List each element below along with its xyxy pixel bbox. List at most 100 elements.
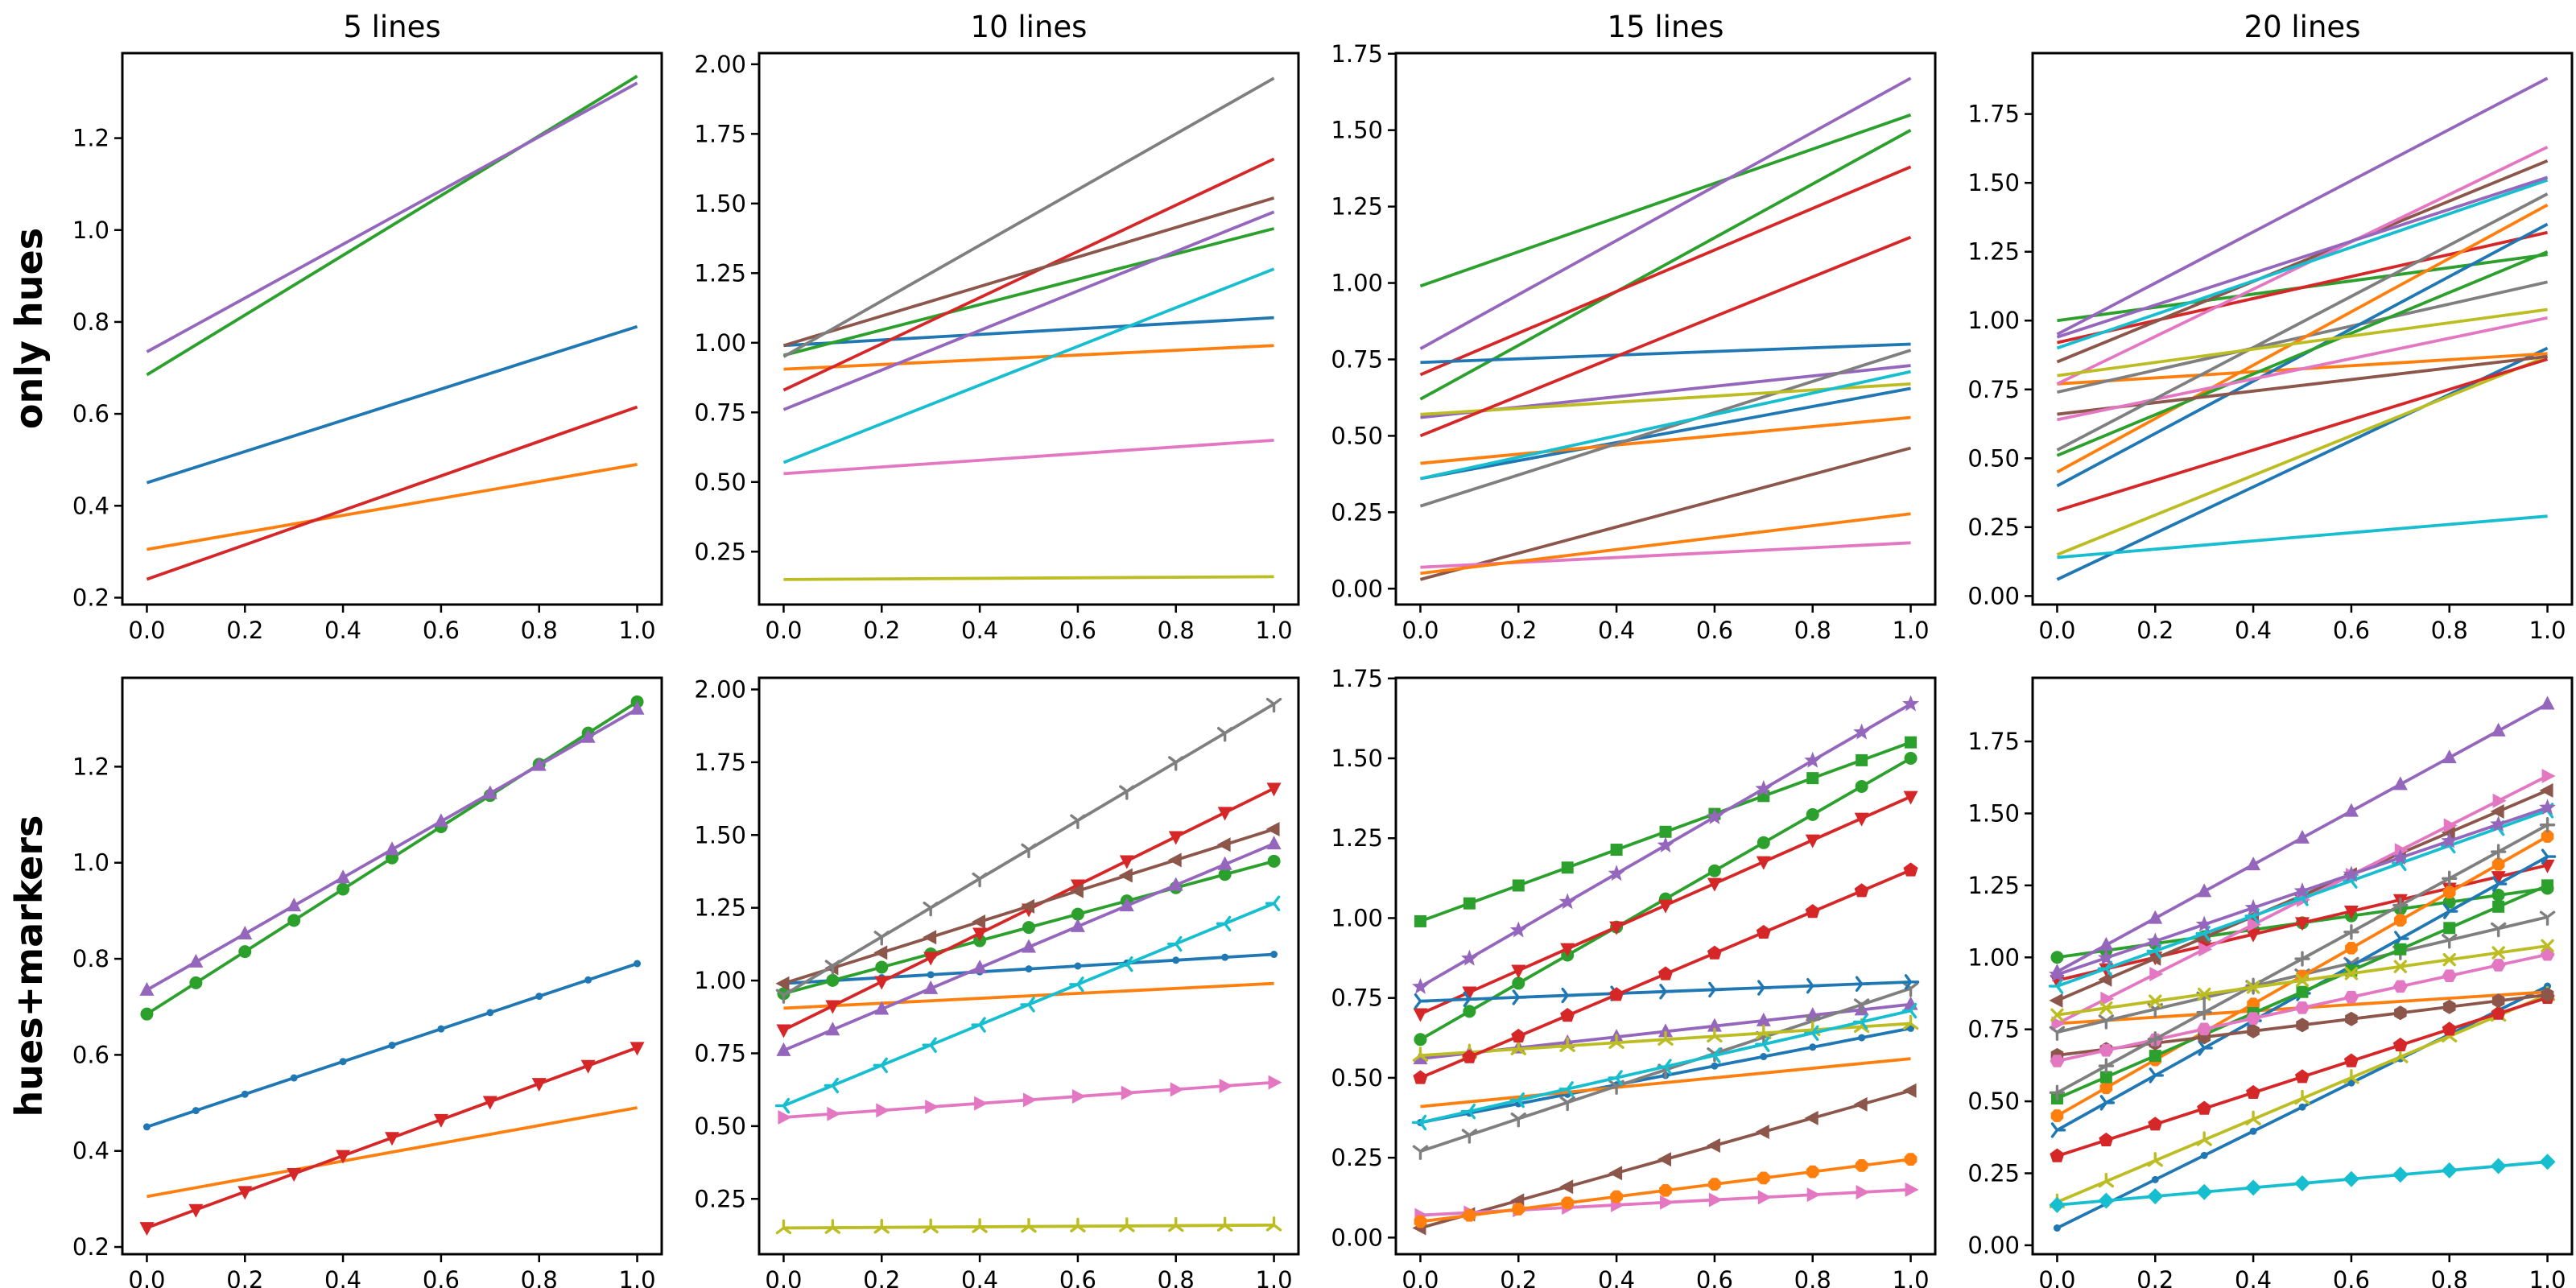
y-tick-label: 0.50	[1967, 1088, 2020, 1115]
x-tick-label: 0.6	[1059, 1266, 1096, 1288]
series-line	[1419, 235, 1912, 438]
x-tick-label: 0.6	[2333, 617, 2370, 644]
subplot-r1c3: 0.0 0.2 0.4 0.6 0.8 1.0 0.00 0.25 0.50 0.75 1.00 1.…	[1967, 676, 2574, 1288]
y-tick-label: 0.4	[72, 492, 109, 519]
series-red-triangle_down	[139, 1042, 645, 1236]
y-tick-label: 1.75	[694, 120, 746, 147]
x-tick-label: 1.0	[1892, 617, 1929, 644]
col-title-10-lines: 10 lines	[970, 10, 1088, 44]
series-cyan-tri_left	[2056, 178, 2549, 350]
series-green-circle	[777, 854, 1281, 1001]
x-tick-label: 0.0	[765, 617, 802, 644]
series-purple-star	[1419, 76, 1912, 350]
series-blue-tri_right	[1414, 974, 1920, 1009]
series-brown-triangle_left	[782, 196, 1275, 348]
series-line	[2056, 192, 2549, 452]
series-green-circle	[140, 695, 644, 1021]
y-tick-label: 2.00	[694, 675, 746, 703]
x-tick-label: 0.8	[1158, 1266, 1195, 1288]
x-tick-label: 0.0	[1402, 1266, 1439, 1288]
series-green-circle	[146, 74, 638, 377]
y-tick-label: 1.0	[72, 849, 109, 877]
y-tick-label: 0.4	[72, 1137, 109, 1165]
x-tick-label: 1.0	[618, 617, 655, 644]
x-tick-label: 0.4	[2235, 1266, 2272, 1288]
y-tick-label: 1.25	[1331, 824, 1383, 852]
series-line	[1419, 349, 1912, 508]
series-line	[2056, 250, 2549, 457]
series-line	[783, 316, 1274, 348]
y-tick-label: 1.25	[1967, 872, 2020, 899]
y-tick-label: 0.2	[72, 584, 109, 611]
y-tick-label: 0.6	[72, 400, 109, 427]
col-title-20-lines: 20 lines	[2244, 10, 2361, 44]
y-tick-label: 0.75	[1331, 985, 1383, 1012]
subplot-r1c2: 0.0 0.2 0.4 0.6 0.8 1.0 0.00 0.25 0.50 0.75 1.00 1.…	[1331, 665, 1937, 1288]
series-line	[2057, 316, 2548, 422]
x-tick-label: 0.2	[226, 1266, 263, 1288]
series-line	[783, 438, 1274, 476]
series-red-pentagon	[1419, 235, 1912, 438]
series-line	[2056, 203, 2549, 474]
series-olive-x	[2057, 308, 2548, 378]
series-green-circle	[782, 227, 1275, 357]
y-tick-label: 1.00	[1967, 943, 2020, 971]
y-tick-label: 0.25	[694, 1185, 746, 1212]
series-line	[1420, 512, 1911, 576]
axes-box	[2031, 676, 2574, 1256]
y-tick-label: 1.00	[694, 329, 746, 357]
y-tick-label: 1.00	[1967, 307, 2020, 334]
x-tick-label: 0.6	[1696, 617, 1733, 644]
series-line	[2056, 346, 2549, 581]
y-tick-label: 0.50	[694, 1113, 746, 1140]
series-olive-tri_up	[783, 575, 1274, 581]
series-blue-point	[142, 960, 642, 1131]
col-title-15-lines: 15 lines	[1607, 10, 1724, 44]
series-line	[2057, 514, 2548, 559]
x-tick-label: 0.2	[226, 617, 263, 644]
series-line	[782, 210, 1275, 411]
y-tick-label: 1.50	[694, 821, 746, 848]
series-red-triangle_down	[1419, 165, 1912, 377]
series-line	[1420, 415, 1911, 465]
series-cyan-tri_left	[782, 267, 1275, 464]
series-cyan-tri_left	[774, 895, 1281, 1114]
series-gray-tri_down	[1412, 982, 1919, 1160]
y-tick-label: 0.50	[1331, 1064, 1383, 1092]
col-title-5-lines: 5 lines	[343, 10, 441, 44]
subplot-r1c0: 0.0 0.2 0.4 0.6 0.8 1.0 0.2 0.4 0.6 0.8 1.0 1.2	[72, 676, 663, 1288]
series-line	[783, 981, 1274, 1010]
x-tick-label: 0.0	[1402, 617, 1439, 644]
axes-box	[1394, 52, 1937, 606]
series-blue-point	[1420, 386, 1911, 481]
x-tick-label: 0.0	[2038, 617, 2075, 644]
y-tick-label: 0.00	[1331, 1224, 1383, 1251]
series-green-square	[2050, 879, 2554, 1105]
series-purple-star	[2048, 799, 2557, 982]
series-line	[2056, 357, 2549, 513]
series-line	[2056, 159, 2549, 364]
row-label-hues-markers: hues+markers	[7, 815, 51, 1117]
x-tick-label: 0.2	[863, 617, 900, 644]
y-tick-label: 0.50	[1331, 422, 1383, 449]
y-tick-label: 1.0	[72, 217, 109, 244]
axes-box	[1394, 676, 1937, 1256]
x-tick-label: 0.6	[2333, 1266, 2370, 1288]
series-olive-tri_up	[2056, 354, 2549, 556]
x-tick-label: 0.2	[1500, 1266, 1537, 1288]
series-pink-triangle_right	[783, 438, 1274, 476]
series-line	[2057, 230, 2548, 345]
x-tick-label: 0.2	[863, 1266, 900, 1288]
x-tick-label: 0.8	[521, 1266, 558, 1288]
series-line	[2057, 354, 2548, 416]
series-orange-pixel	[1420, 1057, 1911, 1108]
series-line	[1419, 446, 1912, 581]
y-tick-label: 0.6	[72, 1041, 109, 1068]
y-tick-label: 0.75	[1331, 345, 1383, 373]
y-tick-label: 0.00	[1967, 582, 2020, 609]
axes-box	[121, 676, 663, 1256]
y-tick-label: 0.2	[72, 1233, 109, 1261]
y-tick-label: 1.00	[694, 967, 746, 994]
y-tick-label: 0.25	[1967, 514, 2020, 541]
